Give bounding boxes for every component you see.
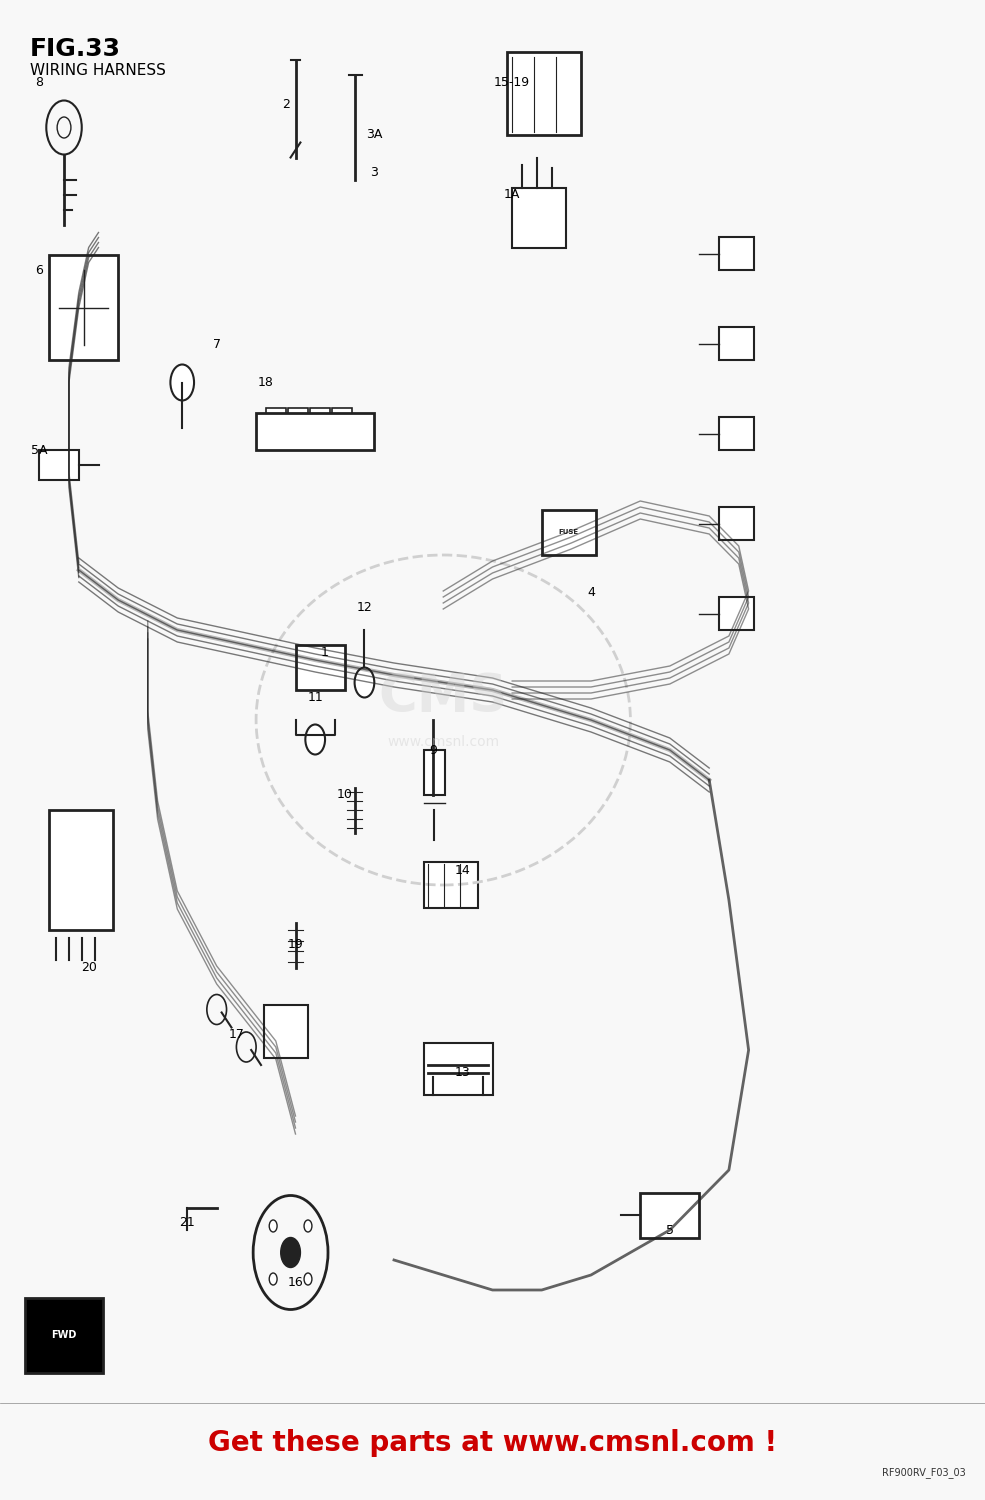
Text: 19: 19 <box>288 939 303 951</box>
Text: 11: 11 <box>307 692 323 703</box>
Text: 6: 6 <box>35 264 43 276</box>
Text: 9: 9 <box>429 744 437 756</box>
Circle shape <box>281 1238 300 1268</box>
FancyBboxPatch shape <box>310 408 330 435</box>
FancyBboxPatch shape <box>49 810 113 930</box>
Text: 18: 18 <box>258 376 274 388</box>
Circle shape <box>305 724 325 754</box>
FancyBboxPatch shape <box>719 507 754 540</box>
Text: 15-19: 15-19 <box>494 76 530 88</box>
Text: 1A: 1A <box>504 189 520 201</box>
Text: 3: 3 <box>370 166 378 178</box>
FancyBboxPatch shape <box>333 408 353 435</box>
FancyBboxPatch shape <box>507 53 581 135</box>
Text: 5A: 5A <box>32 444 47 456</box>
Text: CMS: CMS <box>378 672 508 723</box>
Circle shape <box>269 1220 277 1232</box>
Text: FUSE: FUSE <box>558 530 579 536</box>
Circle shape <box>269 1274 277 1286</box>
Text: 5: 5 <box>666 1224 674 1236</box>
FancyBboxPatch shape <box>719 237 754 270</box>
FancyBboxPatch shape <box>256 413 374 450</box>
Text: 17: 17 <box>229 1029 244 1041</box>
Text: 1: 1 <box>321 646 329 658</box>
Text: 4: 4 <box>587 586 595 598</box>
Text: 20: 20 <box>81 962 97 974</box>
FancyBboxPatch shape <box>39 450 79 480</box>
Text: 7: 7 <box>213 339 221 351</box>
FancyBboxPatch shape <box>719 327 754 360</box>
Circle shape <box>304 1274 312 1286</box>
Text: 14: 14 <box>455 864 471 876</box>
FancyBboxPatch shape <box>49 255 118 360</box>
FancyBboxPatch shape <box>264 1005 308 1058</box>
FancyBboxPatch shape <box>512 188 566 248</box>
Text: WIRING HARNESS: WIRING HARNESS <box>30 63 165 78</box>
Text: 2: 2 <box>282 99 290 111</box>
FancyBboxPatch shape <box>719 417 754 450</box>
FancyBboxPatch shape <box>640 1192 699 1237</box>
FancyBboxPatch shape <box>25 1298 103 1372</box>
FancyBboxPatch shape <box>542 510 596 555</box>
Circle shape <box>304 1220 312 1232</box>
Circle shape <box>170 364 194 400</box>
FancyBboxPatch shape <box>289 408 308 435</box>
FancyBboxPatch shape <box>424 1042 492 1095</box>
Text: 21: 21 <box>179 1216 195 1228</box>
FancyBboxPatch shape <box>296 645 345 690</box>
Text: 8: 8 <box>35 76 43 88</box>
FancyBboxPatch shape <box>719 597 754 630</box>
Text: 13: 13 <box>455 1066 471 1078</box>
Text: 12: 12 <box>357 602 372 613</box>
Text: www.cmsnl.com: www.cmsnl.com <box>387 735 499 750</box>
FancyBboxPatch shape <box>266 408 286 435</box>
Text: 3A: 3A <box>366 129 382 141</box>
Text: 16: 16 <box>288 1276 303 1288</box>
Text: RF900RV_F03_03: RF900RV_F03_03 <box>882 1467 965 1478</box>
Text: FWD: FWD <box>51 1330 77 1340</box>
Text: Get these parts at www.cmsnl.com !: Get these parts at www.cmsnl.com ! <box>208 1430 777 1456</box>
Text: 10: 10 <box>337 789 353 801</box>
Circle shape <box>355 668 374 698</box>
FancyBboxPatch shape <box>424 750 445 795</box>
Text: FIG.33: FIG.33 <box>30 38 120 62</box>
FancyBboxPatch shape <box>424 862 478 907</box>
